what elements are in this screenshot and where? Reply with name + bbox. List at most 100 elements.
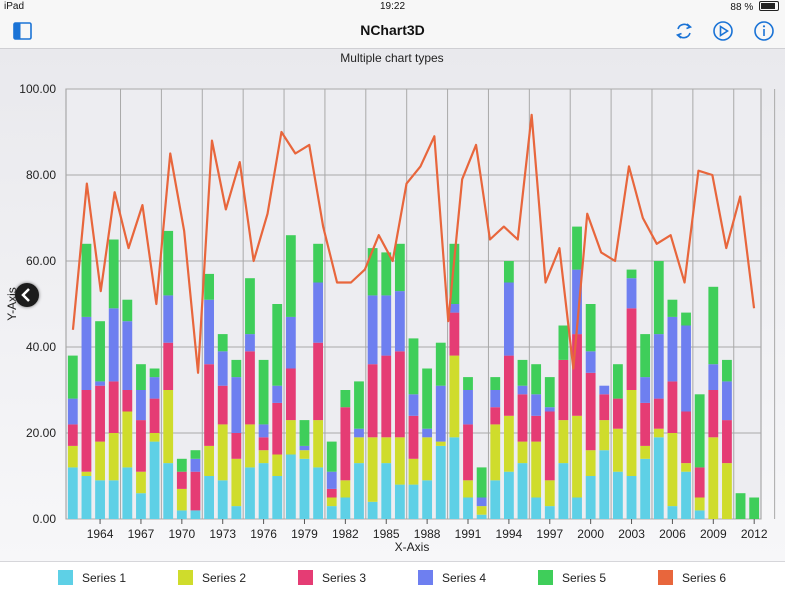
bar-segment-series-1 — [435, 445, 446, 519]
bar-segment-series-5 — [653, 261, 664, 335]
bar-segment-series-5 — [544, 377, 555, 408]
x-tick-label: 2003 — [618, 527, 645, 541]
bar-segment-series-3 — [667, 381, 678, 433]
bar-segment-series-2 — [681, 463, 691, 472]
bar-segment-series-3 — [626, 308, 637, 390]
bar-segment-series-3 — [122, 390, 133, 412]
bar-segment-series-4 — [531, 394, 542, 416]
bar-segment-series-1 — [503, 471, 514, 519]
info-icon — [754, 21, 774, 41]
bar-segment-series-1 — [149, 441, 160, 519]
bar-segment-series-5 — [245, 278, 255, 335]
bar-segment-series-3 — [163, 342, 174, 390]
bar-segment-series-3 — [313, 342, 324, 421]
bar-segment-series-2 — [408, 458, 419, 485]
bar-segment-series-1 — [163, 463, 174, 519]
bar-segment-series-3 — [449, 312, 460, 356]
bar-segment-series-4 — [653, 334, 664, 399]
bar-segment-series-1 — [408, 484, 419, 519]
bar-segment-series-3 — [599, 394, 610, 421]
bar-segment-series-5 — [340, 390, 351, 408]
bar-segment-series-1 — [694, 510, 705, 519]
bar-segment-series-2 — [640, 445, 651, 459]
bar-segment-series-3 — [326, 488, 337, 498]
bar-segment-series-2 — [626, 390, 637, 476]
bar-segment-series-2 — [503, 415, 514, 472]
bar-segment-series-3 — [381, 355, 392, 438]
bar-segment-series-3 — [722, 420, 732, 464]
bar-segment-series-2 — [381, 437, 392, 464]
bar-segment-series-1 — [245, 467, 255, 519]
refresh-icon — [675, 23, 693, 39]
bar-segment-series-5 — [435, 342, 446, 386]
bar-segment-series-5 — [313, 243, 324, 283]
bar-segment-series-1 — [681, 471, 691, 519]
bar-segment-series-5 — [95, 321, 105, 382]
bar-segment-series-4 — [722, 381, 732, 421]
bar-segment-series-3 — [558, 359, 569, 421]
bar-segment-series-1 — [422, 480, 433, 519]
bar-segment-series-1 — [176, 510, 187, 519]
x-tick-label: 1985 — [373, 527, 400, 541]
bar-segment-series-1 — [653, 437, 664, 519]
bar-segment-series-5 — [422, 368, 433, 429]
bar-segment-series-4 — [272, 385, 283, 403]
bar-segment-series-5 — [231, 359, 242, 378]
bar-segment-series-5 — [299, 420, 310, 446]
bar-segment-series-3 — [408, 415, 419, 459]
side-panel-handle[interactable] — [15, 283, 39, 307]
bar-segment-series-5 — [367, 248, 378, 296]
bar-segment-series-4 — [204, 299, 214, 365]
bar-segment-series-4 — [313, 282, 324, 343]
bar-segment-series-3 — [176, 471, 187, 489]
legend-label: Series 5 — [562, 571, 607, 585]
legend-label: Series 4 — [442, 571, 487, 585]
bar-segment-series-4 — [394, 291, 405, 352]
bar-segment-series-1 — [122, 467, 133, 519]
bar-segment-series-3 — [694, 467, 705, 498]
refresh-button[interactable] — [673, 20, 695, 42]
bar-segment-series-2 — [340, 480, 351, 498]
bar-segment-series-5 — [735, 493, 746, 519]
bar-segment-series-4 — [490, 390, 501, 408]
info-button[interactable] — [753, 20, 775, 42]
bar-segment-series-3 — [258, 437, 269, 451]
bar-segment-series-4 — [585, 351, 596, 373]
bar-segment-series-3 — [394, 351, 405, 438]
bar-segment-series-4 — [136, 390, 146, 421]
x-axis-label: X-Axis — [395, 540, 430, 554]
play-button[interactable] — [712, 20, 734, 42]
legend-label: Series 2 — [202, 571, 247, 585]
bar-segment-series-1 — [394, 484, 405, 519]
bar-segment-series-4 — [285, 316, 296, 369]
bar-segment-series-2 — [613, 428, 623, 472]
bar-segment-series-2 — [67, 445, 78, 468]
bar-segment-series-2 — [313, 420, 324, 468]
bar-segment-series-1 — [326, 506, 337, 519]
bar-segment-series-4 — [640, 377, 651, 403]
bar-segment-series-1 — [517, 463, 528, 519]
bar-segment-series-3 — [367, 364, 378, 438]
bar-segment-series-2 — [272, 454, 283, 476]
legend-label: Series 6 — [682, 571, 727, 585]
bar-segment-series-4 — [544, 407, 555, 412]
bar-segment-series-3 — [149, 398, 160, 433]
bar-segment-series-2 — [422, 437, 433, 481]
bar-segment-series-4 — [681, 325, 691, 412]
bar-segment-series-1 — [613, 471, 623, 519]
bar-segment-series-5 — [558, 325, 569, 360]
bar-segment-series-1 — [299, 458, 310, 519]
bar-segment-series-4 — [245, 334, 255, 352]
bar-segment-series-3 — [81, 390, 92, 472]
bar-segment-series-2 — [599, 420, 610, 451]
bar-segment-series-4 — [163, 295, 174, 343]
bar-segment-series-2 — [245, 424, 255, 468]
x-tick-label: 1988 — [414, 527, 441, 541]
status-device: iPad — [4, 1, 25, 12]
sidebar-toggle-button[interactable] — [12, 20, 34, 42]
sidebar-toggle-icon — [13, 22, 32, 40]
bar-segment-series-2 — [299, 450, 310, 459]
bar-segment-series-2 — [435, 441, 446, 446]
battery-icon — [759, 1, 779, 11]
bar-segment-series-1 — [585, 476, 596, 519]
